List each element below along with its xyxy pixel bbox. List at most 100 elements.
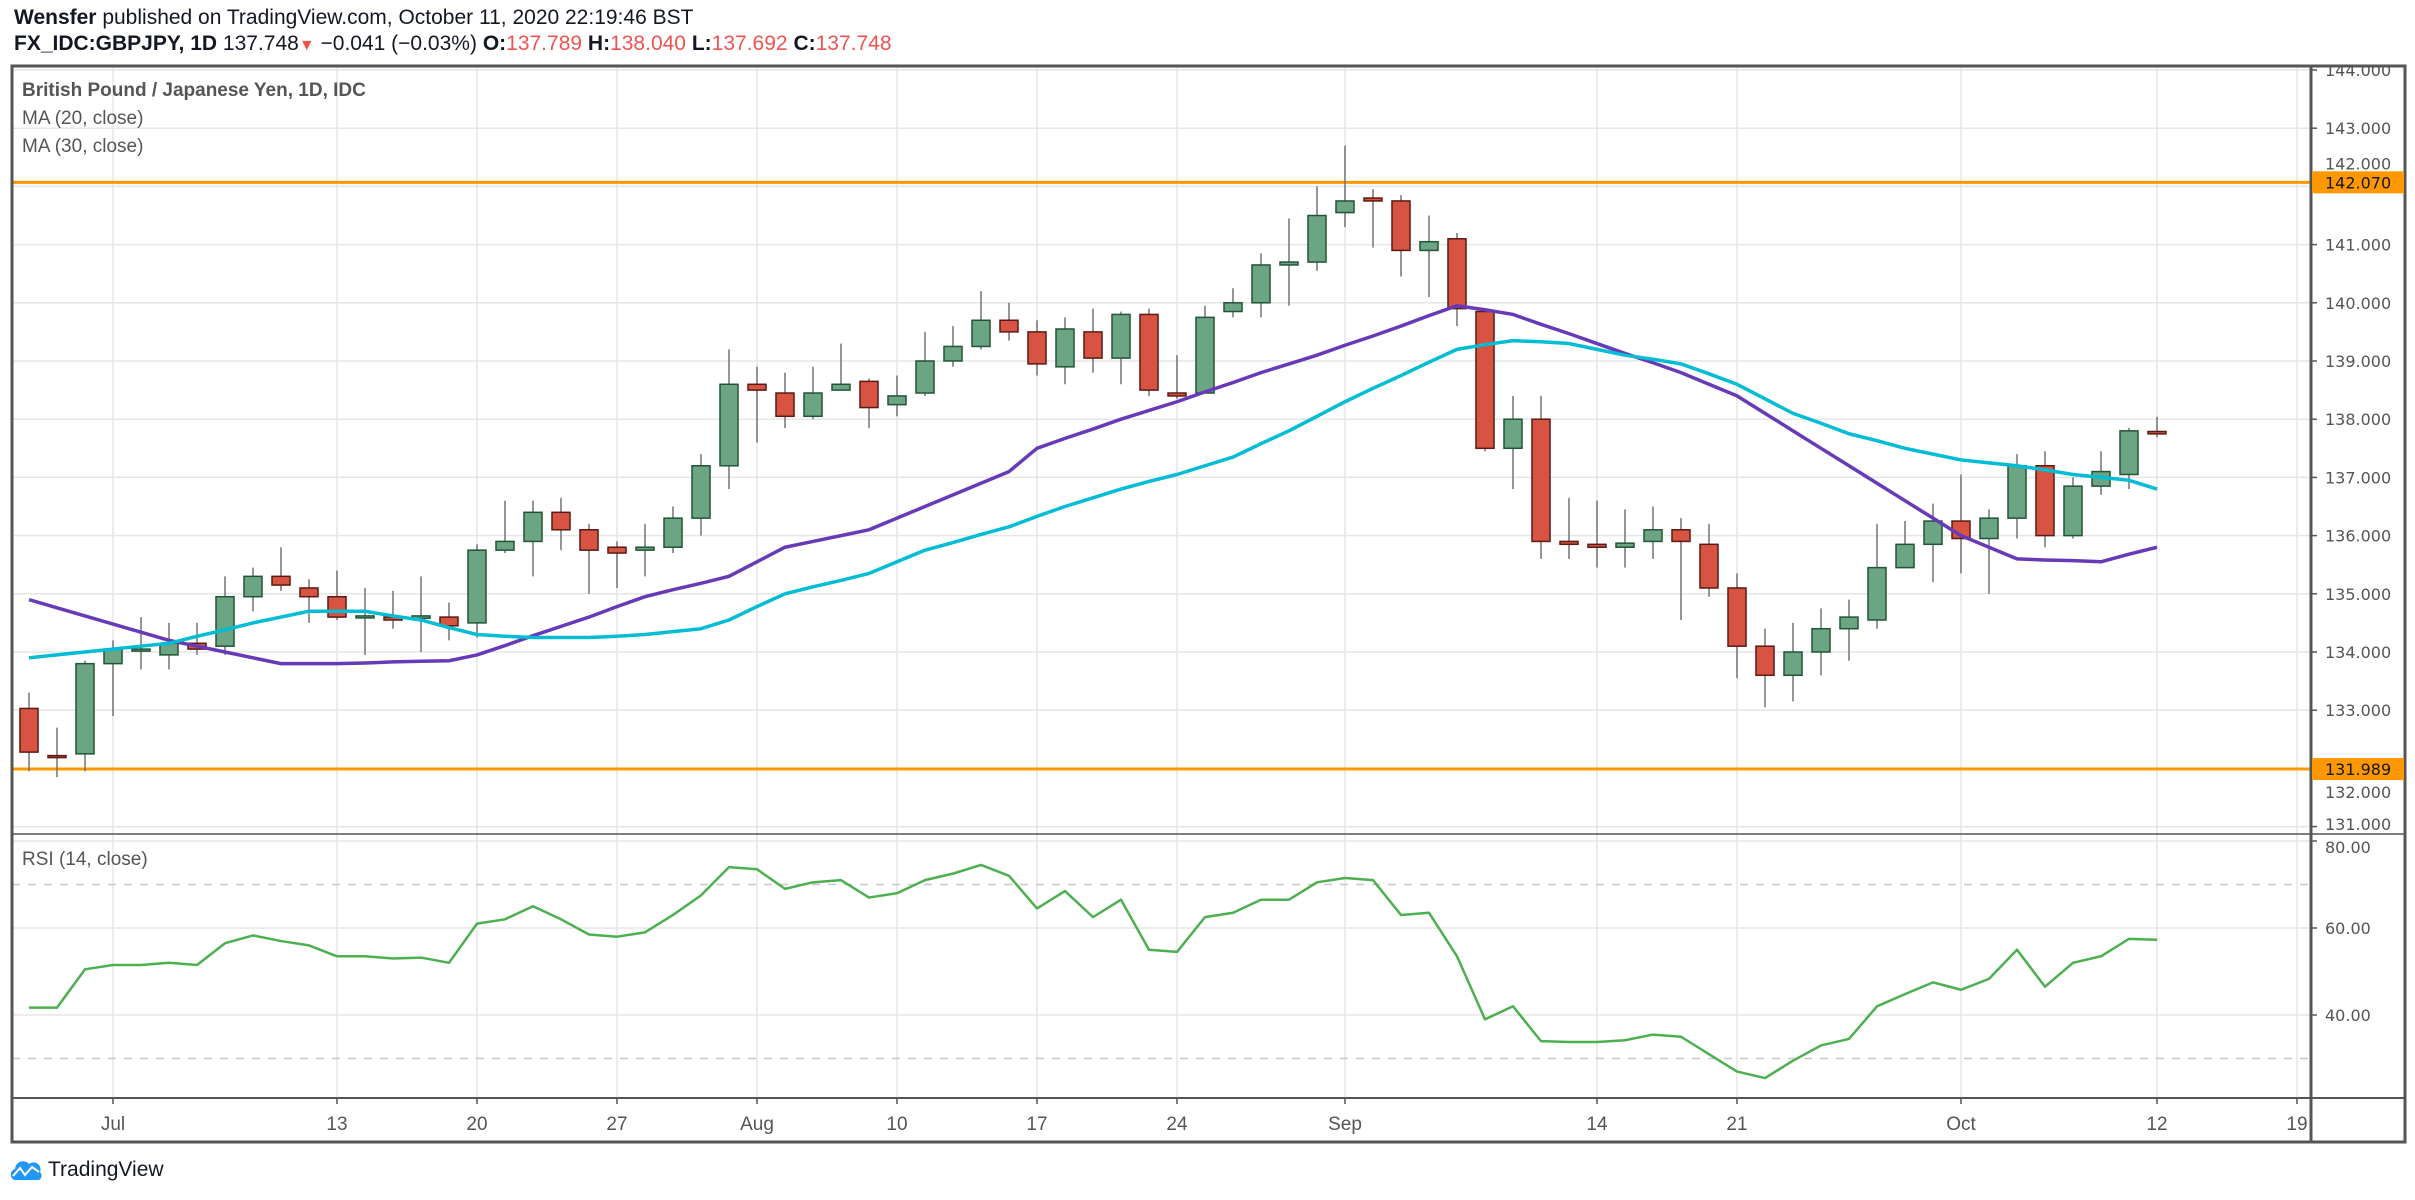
legend-ma30[interactable]: MA (30, close)	[22, 136, 144, 157]
high-label: H:	[587, 32, 611, 55]
chart-frame	[10, 64, 2407, 1144]
candle-up	[635, 546, 655, 551]
rsi-axis-label: 40.00	[2325, 1006, 2371, 1025]
rsi-axis-label: 60.00	[2325, 919, 2371, 938]
price-axis-label: 133.000	[2325, 701, 2391, 720]
time-axis-label: 20	[466, 1114, 487, 1135]
candle-down	[1587, 543, 1607, 548]
price-axis-label: 136.000	[2325, 527, 2391, 546]
tradingview-logo[interactable]: TradingView	[8, 1158, 164, 1182]
candle-down	[47, 754, 67, 759]
candle-up	[1223, 302, 1243, 313]
price-axis-label: 142.000	[2325, 154, 2391, 173]
low-value: 137.692	[711, 32, 788, 55]
logo-text: TradingView	[48, 1158, 164, 1181]
candle-up	[1419, 240, 1439, 252]
candle-down	[1363, 197, 1383, 202]
candle-down	[607, 546, 627, 554]
time-axis-label: 19	[2286, 1114, 2307, 1135]
candle-up	[523, 511, 543, 543]
candle-up	[1895, 543, 1915, 569]
candle-up	[691, 465, 711, 519]
price-axis-label: 140.000	[2325, 294, 2391, 313]
triangle-down-icon: ▼	[298, 37, 315, 54]
legend-ma20[interactable]: MA (20, close)	[22, 108, 144, 129]
price-axis-label: 144.000	[2325, 61, 2391, 80]
candle-up	[1111, 313, 1131, 359]
candle-down	[19, 707, 39, 753]
candle-up	[2007, 465, 2027, 519]
candle-up	[75, 662, 95, 755]
candle-up	[1251, 264, 1271, 304]
candle-down	[551, 511, 571, 531]
time-axis-label: 10	[886, 1114, 907, 1135]
candle-down	[859, 380, 879, 409]
candle-down	[1755, 645, 1775, 677]
candle-down	[1531, 418, 1551, 543]
price-axis-label: 132.000	[2325, 783, 2391, 802]
candle-up	[1055, 328, 1075, 368]
candle-up	[467, 549, 487, 624]
candle-up	[355, 615, 375, 619]
candle-down	[1447, 238, 1467, 310]
time-axis-label: Sep	[1328, 1114, 1362, 1135]
candle-up	[1811, 627, 1831, 653]
price-axis-label: 138.000	[2325, 410, 2391, 429]
time-axis-label: Aug	[740, 1114, 774, 1135]
time-axis-label: 14	[1586, 1114, 1608, 1135]
candle-up	[215, 595, 235, 647]
candle-down	[299, 587, 319, 598]
level-price-label: 142.070	[2325, 173, 2391, 192]
candle-down	[579, 529, 599, 551]
level-price-label: 131.989	[2325, 760, 2391, 779]
price-axis-label: 135.000	[2325, 585, 2391, 604]
price-axis-label: 143.000	[2325, 119, 2391, 138]
time-axis-label: 12	[2146, 1114, 2167, 1135]
grid-lines	[12, 66, 2311, 1098]
level-price-tag	[2312, 171, 2404, 194]
rsi-line	[29, 863, 2158, 1080]
price-axis-label: 139.000	[2325, 352, 2391, 371]
candle-up	[1279, 261, 1299, 266]
candle-up	[1867, 566, 1887, 621]
time-axis-label: 27	[606, 1114, 627, 1135]
time-axis-label: 24	[1166, 1114, 1188, 1135]
legend-title: British Pound / Japanese Yen, 1D, IDC	[22, 80, 366, 101]
candle-up	[243, 575, 263, 598]
candle-down	[1083, 331, 1103, 359]
high-value: 138.040	[610, 32, 686, 55]
time-axis-label: Oct	[1946, 1114, 1976, 1135]
price-axis-label: 134.000	[2325, 643, 2391, 662]
candles	[19, 145, 2167, 778]
candle-up	[971, 319, 991, 348]
price-change: −0.041 (−0.03%)	[320, 32, 477, 55]
time-axis-label: 21	[1726, 1114, 1747, 1135]
candle-down	[775, 392, 795, 418]
candle-up	[1195, 316, 1215, 394]
candle-up	[1335, 200, 1355, 214]
candle-down	[747, 383, 767, 391]
time-axis-label: Jul	[101, 1114, 125, 1135]
candle-down	[1699, 543, 1719, 589]
candle-up	[943, 345, 963, 362]
tradingview-cloud-icon	[10, 1161, 42, 1180]
legend-rsi[interactable]: RSI (14, close)	[22, 849, 148, 870]
candle-up	[719, 383, 739, 467]
author-name[interactable]: Wensfer	[14, 6, 97, 29]
candle-down	[1671, 529, 1691, 543]
level-price-tag	[2312, 758, 2404, 781]
candle-up	[1783, 651, 1803, 677]
candle-up	[1923, 520, 1943, 546]
candle-down	[1475, 310, 1495, 450]
last-price: 137.748	[222, 32, 299, 55]
candle-up	[2063, 485, 2083, 537]
candle-up	[1307, 214, 1327, 263]
candle-down	[2035, 465, 2055, 537]
candle-up	[495, 540, 515, 551]
candle-down	[1391, 200, 1411, 252]
candle-up	[1615, 542, 1635, 548]
candle-up	[131, 648, 151, 652]
candle-up	[915, 360, 935, 394]
candle-up	[831, 383, 851, 391]
